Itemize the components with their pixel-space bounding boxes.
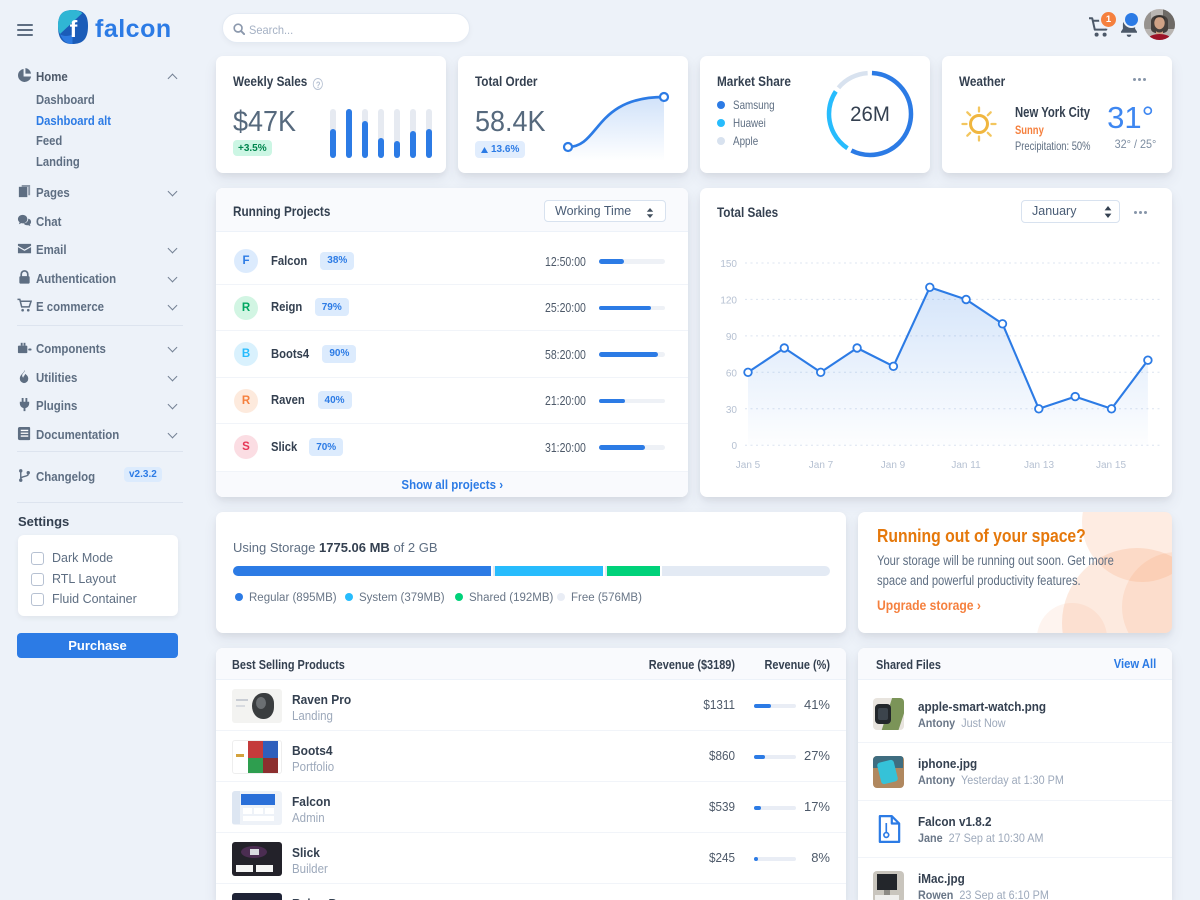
svg-text:Jan 13: Jan 13	[1024, 460, 1054, 471]
svg-text:Jan 11: Jan 11	[951, 460, 981, 471]
svg-text:Jan 9: Jan 9	[881, 460, 906, 471]
svg-text:0: 0	[731, 441, 737, 452]
svg-text:60: 60	[726, 368, 738, 379]
svg-text:90: 90	[726, 332, 738, 343]
svg-text:120: 120	[720, 295, 737, 306]
svg-text:26M: 26M	[850, 103, 890, 127]
svg-text:150: 150	[720, 259, 737, 270]
svg-text:Jan 5: Jan 5	[736, 460, 761, 471]
svg-text:30: 30	[726, 405, 738, 416]
svg-text:f: f	[70, 16, 78, 42]
svg-text:Jan 15: Jan 15	[1096, 460, 1126, 471]
svg-text:Jan 7: Jan 7	[809, 460, 834, 471]
